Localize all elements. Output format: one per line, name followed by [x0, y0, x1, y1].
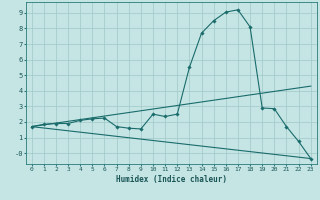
X-axis label: Humidex (Indice chaleur): Humidex (Indice chaleur) — [116, 175, 227, 184]
